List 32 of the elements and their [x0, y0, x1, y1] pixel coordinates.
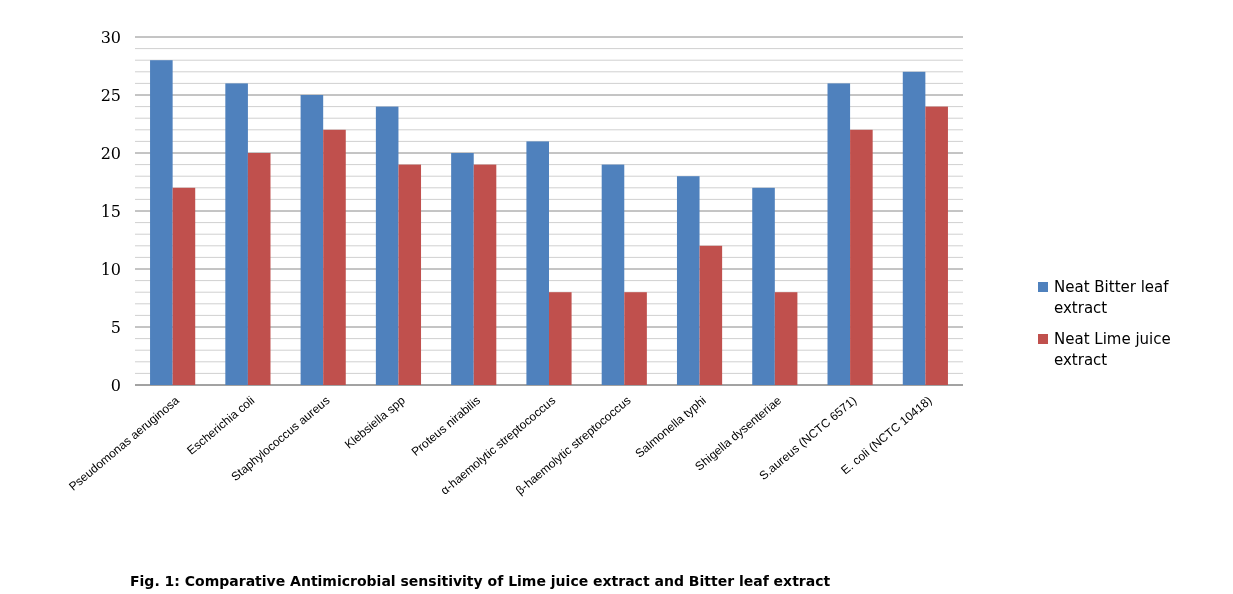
- y-tick-label: 0: [110, 375, 121, 395]
- bar: [624, 292, 647, 385]
- bar: [850, 129, 873, 385]
- bar: [473, 164, 497, 385]
- y-tick-label: 5: [110, 317, 121, 337]
- bar: [827, 83, 851, 385]
- bar: [902, 71, 926, 385]
- bar: [150, 60, 173, 385]
- bar: [451, 153, 474, 385]
- bar: [676, 176, 700, 385]
- bar: [375, 106, 399, 385]
- bar: [398, 164, 422, 385]
- bar: [925, 106, 948, 385]
- legend-label: Neat Lime juice extract: [1054, 330, 1171, 369]
- bar: [172, 187, 196, 385]
- bar: [752, 187, 775, 385]
- y-tick-label: 20: [100, 143, 121, 163]
- legend-label: Neat Bitter leaf extract: [1054, 278, 1170, 317]
- bar: [699, 245, 723, 385]
- bar: [526, 141, 549, 385]
- y-tick-label: 15: [100, 201, 121, 221]
- bar: [323, 129, 346, 385]
- y-tick-label: 30: [100, 27, 121, 47]
- y-tick-label: 10: [100, 259, 121, 279]
- bar: [601, 164, 625, 385]
- bar: [300, 95, 324, 385]
- bar: [774, 292, 798, 385]
- y-tick-label: 25: [100, 85, 121, 105]
- text: Fig. 1: Comparative Antimicrobial sensitivity of Lime juice extract and Bitter leaf extract: [130, 573, 831, 589]
- bar: [225, 83, 248, 385]
- bar: [247, 153, 271, 385]
- bar: [549, 292, 572, 385]
